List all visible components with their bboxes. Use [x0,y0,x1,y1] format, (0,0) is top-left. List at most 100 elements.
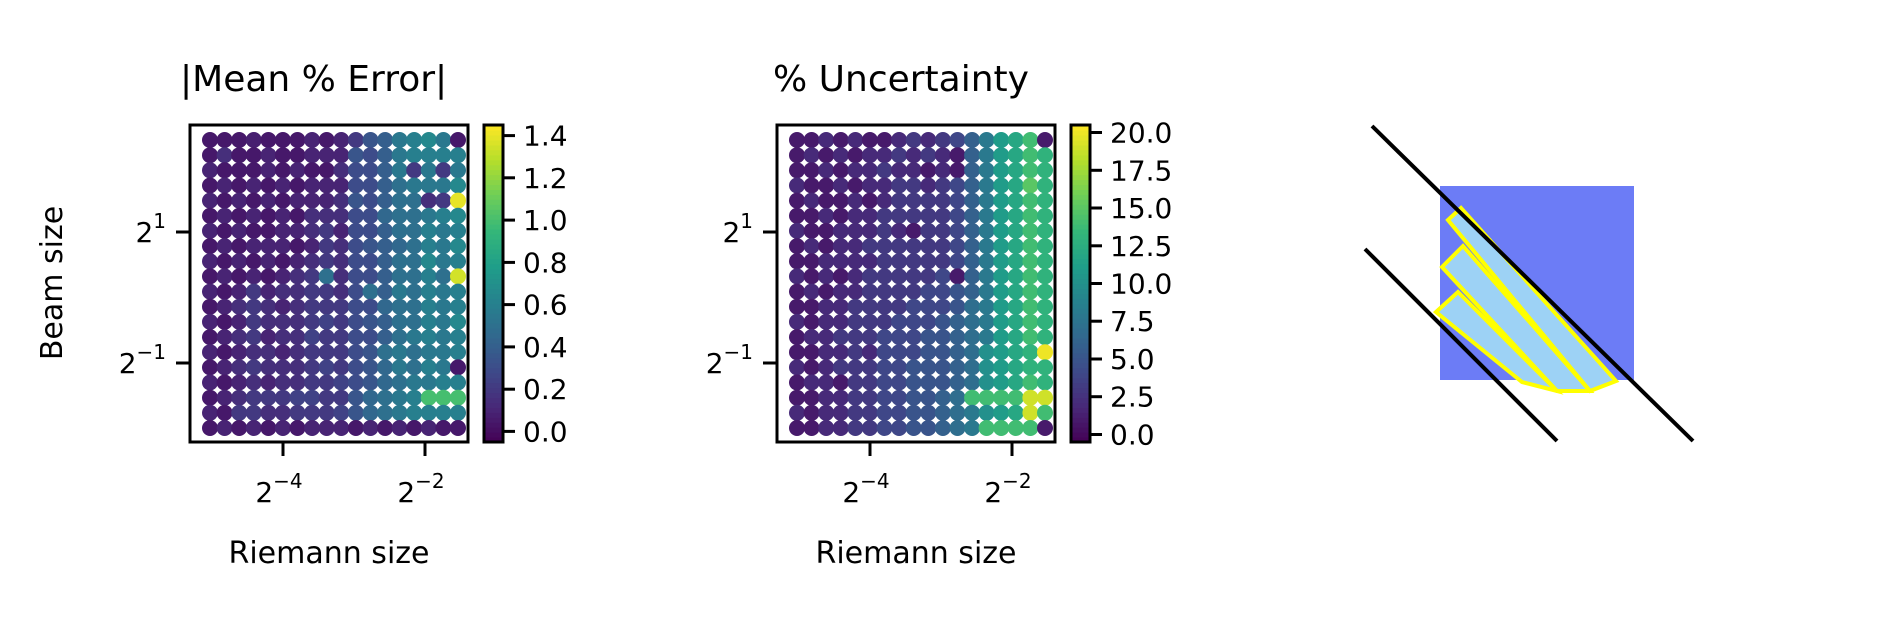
cell-r12-c11 [362,313,379,330]
cell-r12-c16 [1022,313,1039,330]
cell-r10-c6 [289,283,306,300]
cell-r9-c14 [993,268,1010,285]
cell-r14-c14 [993,344,1010,361]
colorbar-segment [1071,372,1090,379]
cell-r18-c8 [318,404,335,421]
cell-r11-c4 [847,298,864,315]
cell-r10-c3 [832,283,849,300]
cell-r19-c17 [450,420,466,436]
cell-r18-c7 [891,404,908,421]
cell-r16-c10 [934,374,951,391]
cell-r6-c8 [905,222,922,239]
cell-r18-c11 [362,404,379,421]
cell-r11-c12 [964,298,981,315]
cell-r6-c4 [847,222,864,239]
cell-r4-c10 [347,192,364,209]
cell-r7-c2 [231,238,248,255]
cell-r1-c13 [978,147,995,164]
cell-r4-c13 [391,192,408,209]
cell-r15-c7 [891,359,908,376]
cell-r8-c3 [832,253,849,270]
cell-r17-c10 [347,389,364,406]
cell-r0-c12 [377,132,394,148]
cell-r15-c13 [391,359,408,376]
colorbar-segment [1071,179,1090,186]
colorbar-segment [484,333,503,339]
cell-r7-c3 [832,238,849,255]
cell-r5-c2 [231,207,248,224]
cell-r1-c5 [274,147,291,164]
cell-r11-c5 [274,298,291,315]
cell-r18-c6 [289,404,306,421]
cell-r16-c13 [978,374,995,391]
cell-r1-c9 [920,147,937,164]
cell-r3-c8 [905,177,922,194]
cell-r4-c14 [993,192,1010,209]
cell-r3-c16 [1022,177,1039,194]
cell-r8-c2 [231,253,248,270]
cell-r15-c5 [861,359,878,376]
colorbar-label-6: 15.0 [1110,192,1172,225]
cell-r16-c1 [216,374,233,391]
cell-r19-c3 [832,420,849,436]
colorbar-segment [1071,224,1090,230]
cell-r0-c5 [274,132,291,148]
cell-r8-c7 [304,253,321,270]
cell-r12-c15 [1007,313,1024,330]
cell-r13-c17 [450,329,466,346]
cell-r7-c6 [876,238,893,255]
cell-r8-c9 [333,253,350,270]
cell-r1-c10 [347,147,364,164]
colorbar-segment [484,407,503,413]
cell-r19-c7 [304,420,321,436]
cell-r2-c12 [377,162,394,179]
cell-r18-c10 [347,404,364,421]
cell-r5-c12 [377,207,394,224]
cell-r6-c16 [1022,222,1039,239]
cell-r4-c6 [876,192,893,209]
cell-r13-c12 [377,329,394,346]
colorbar-segment [484,303,503,309]
cell-r9-c12 [377,268,394,285]
xtick-label-0: 2−4 [842,469,889,509]
cell-r10-c2 [231,283,248,300]
cell-r0-c14 [406,132,423,148]
cell-r4-c5 [861,192,878,209]
cell-r10-c11 [362,283,379,300]
cell-r5-c8 [318,207,335,224]
cell-r1-c6 [876,147,893,164]
cell-r19-c16 [435,420,452,436]
cell-r0-c8 [905,132,922,148]
cell-r16-c16 [1022,374,1039,391]
cell-r11-c16 [1022,298,1039,315]
cell-r5-c4 [847,207,864,224]
ytick-label-0: 21 [135,209,166,249]
cell-r9-c10 [347,268,364,285]
cell-r5-c15 [1007,207,1024,224]
cell-r10-c12 [964,283,981,300]
colorbar-label-4: 0.8 [523,246,568,279]
cell-r12-c8 [905,313,922,330]
cell-r15-c5 [274,359,291,376]
colorbar-segment [484,367,503,374]
cell-r2-c1 [216,162,233,179]
cell-r15-c15 [1007,359,1024,376]
cell-r6-c9 [920,222,937,239]
cell-r9-c7 [304,268,321,285]
colorbar-segment [1071,243,1090,250]
panel-uncertainty: % Uncertainty Riemann size 2−4 2−2 21 2−1 0… [706,59,1173,571]
cell-r11-c11 [949,298,966,315]
cell-r12-c6 [876,313,893,330]
colorbar-segment [484,273,503,280]
cell-r2-c10 [934,162,951,179]
cell-r3-c5 [861,177,878,194]
cell-r11-c13 [978,298,995,315]
cell-r1-c14 [993,147,1010,164]
cell-r13-c5 [274,329,291,346]
cell-r11-c1 [216,298,233,315]
cell-r17-c7 [891,389,908,406]
colorbar-label-8: 20.0 [1110,117,1172,150]
cell-r1-c1 [803,147,820,164]
cell-r7-c4 [847,238,864,255]
